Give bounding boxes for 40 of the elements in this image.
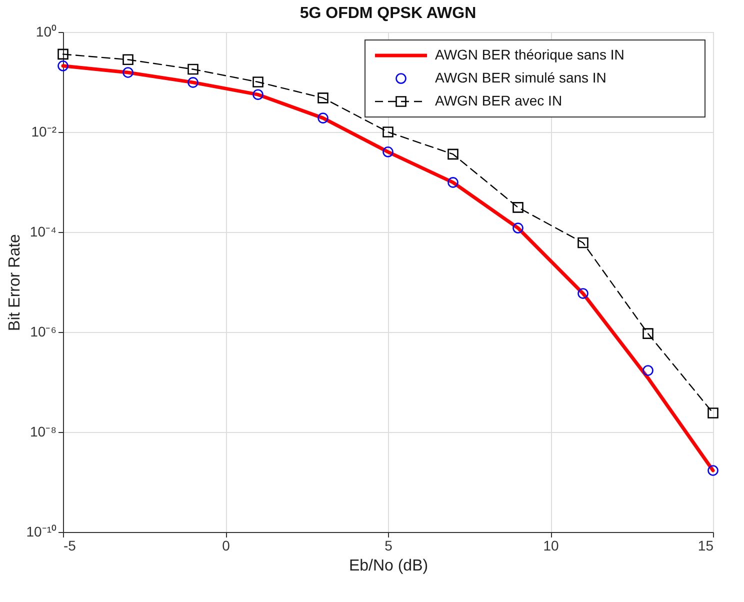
point xyxy=(252,76,264,88)
y-tick-label: 10⁻⁶ xyxy=(30,324,56,340)
x-tick-label: 10 xyxy=(543,538,559,554)
y-tick-label: 10⁻¹⁰ xyxy=(26,524,56,540)
point xyxy=(188,77,198,88)
point xyxy=(642,328,654,339)
point xyxy=(58,48,68,60)
point xyxy=(252,89,264,100)
point xyxy=(512,222,524,234)
point xyxy=(122,54,134,66)
x-axis-title: Eb/No (dB) xyxy=(348,558,428,574)
x-tick-label: -5 xyxy=(64,538,76,554)
y-axis-title: Bit Error Rate xyxy=(6,234,24,331)
point xyxy=(318,112,328,124)
point xyxy=(382,126,394,138)
y-tick-label: 10⁻⁴ xyxy=(30,224,56,240)
point xyxy=(512,202,524,213)
x-tick-label: 5 xyxy=(384,538,393,554)
chart-title: 5G OFDM QPSK AWGN xyxy=(300,5,476,22)
point xyxy=(578,288,588,299)
x-tick-label: 15 xyxy=(698,538,714,554)
legend-label: AWGN BER théorique sans IN xyxy=(435,46,624,62)
point xyxy=(122,67,134,78)
point xyxy=(642,365,654,376)
y-tick-label: 10⁻⁸ xyxy=(30,424,57,440)
legend-label: AWGN BER avec IN xyxy=(435,92,562,108)
point xyxy=(708,408,718,418)
legend-label: AWGN BER simulé sans IN xyxy=(435,70,606,86)
point xyxy=(708,465,718,476)
y-tick-label: 10⁰ xyxy=(36,24,56,40)
point xyxy=(188,64,198,75)
point xyxy=(318,92,328,104)
point xyxy=(382,146,394,158)
point xyxy=(58,60,68,72)
point xyxy=(448,148,458,160)
x-tick-label: 0 xyxy=(222,538,230,554)
y-tick-label: 10⁻² xyxy=(31,124,57,140)
point xyxy=(448,177,458,188)
line-series xyxy=(61,64,715,472)
point xyxy=(578,237,588,248)
